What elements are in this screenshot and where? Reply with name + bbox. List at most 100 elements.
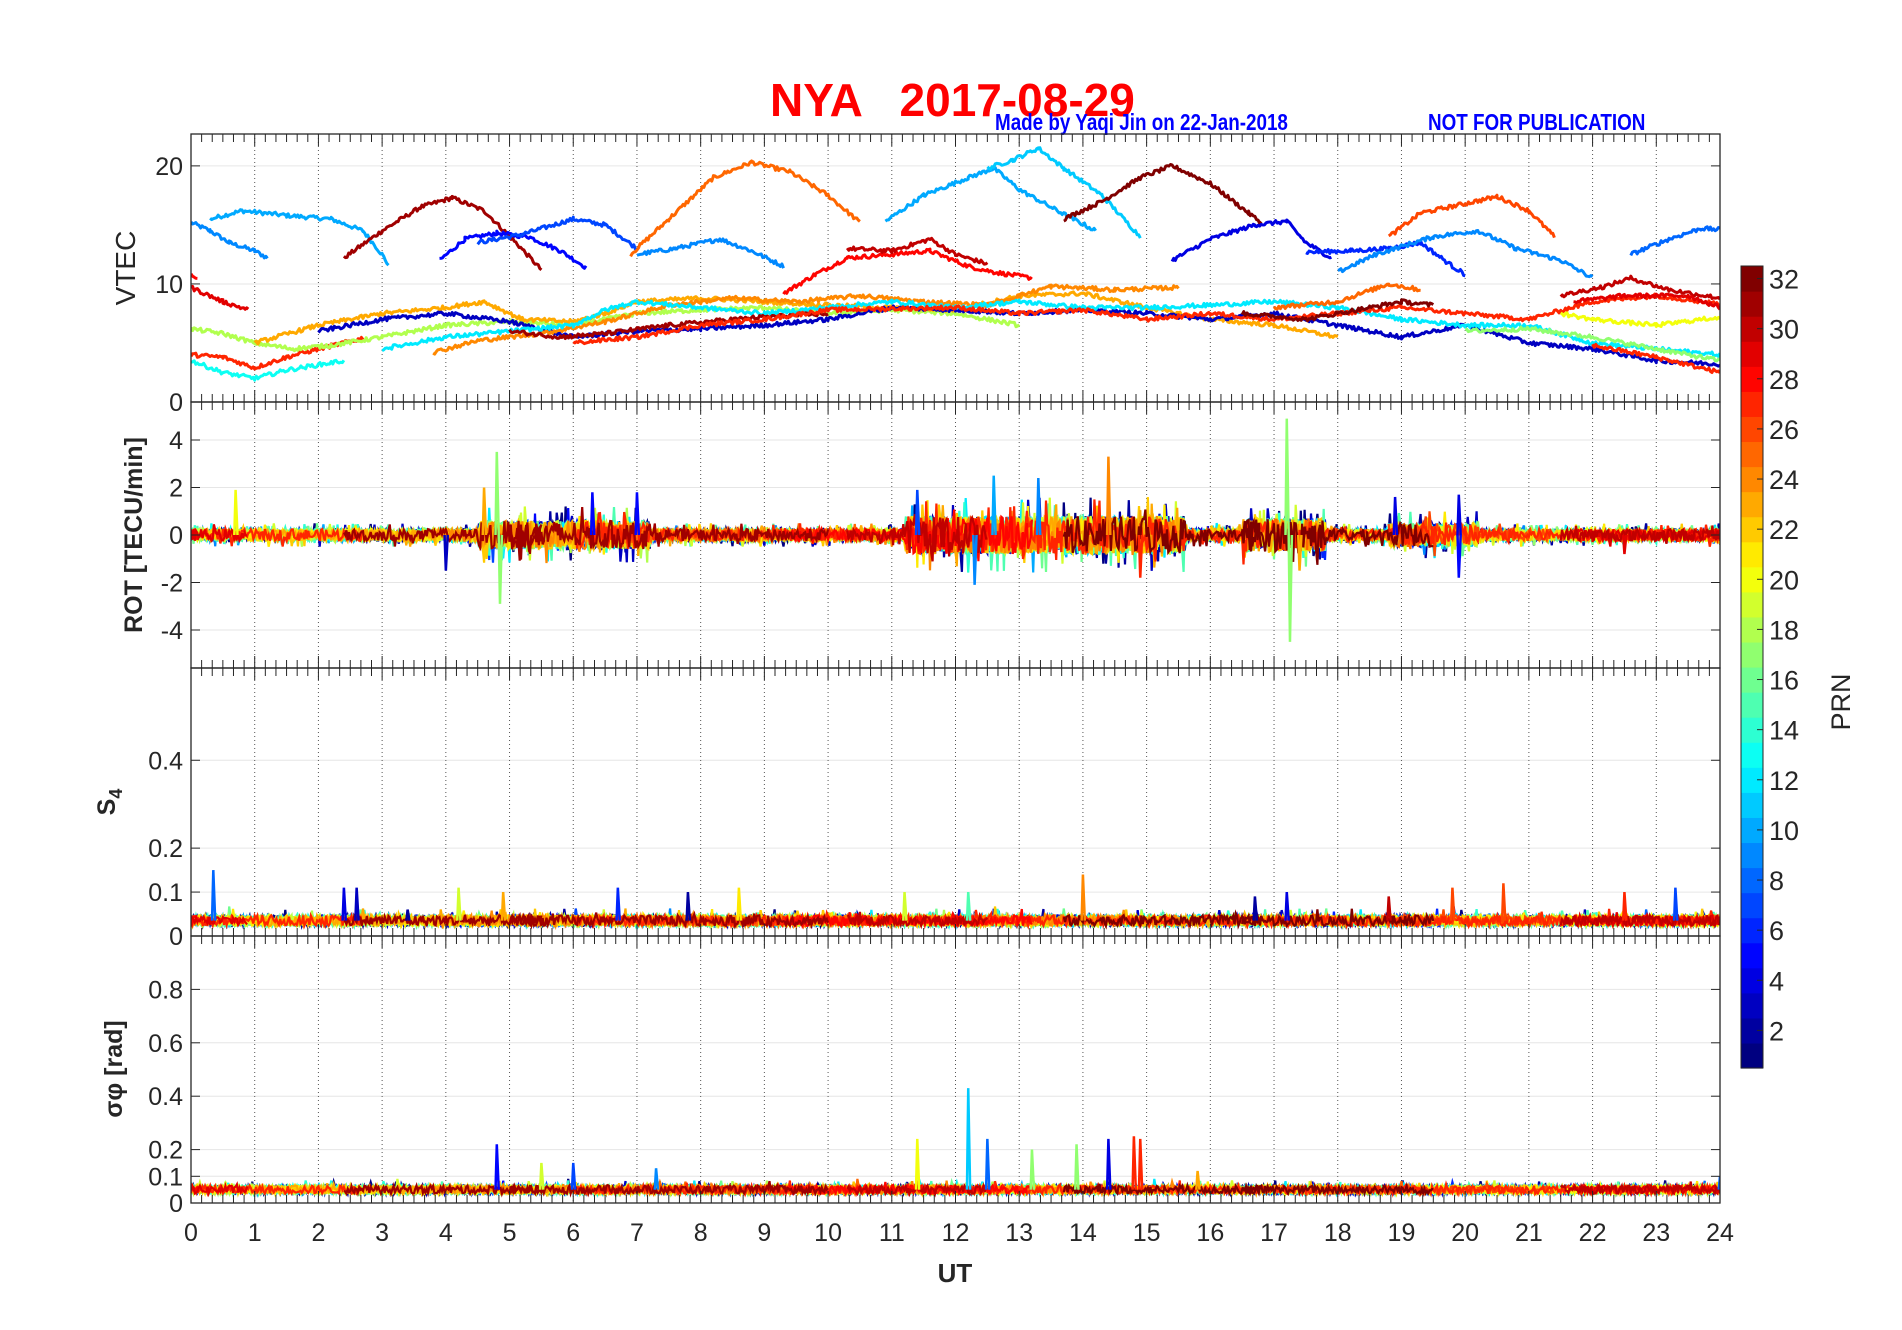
s4-spike-prn-2 xyxy=(685,891,692,921)
colorbar-band xyxy=(1741,767,1763,793)
y-axis-label-sigma_phi: σφ [rad] xyxy=(100,1020,128,1118)
y-tick-label: 0.2 xyxy=(148,1137,183,1165)
sigma_phi-spike-prn-19 xyxy=(538,1162,545,1190)
vtec-line-prn-26 xyxy=(1387,193,1556,239)
colorbar-band xyxy=(1741,591,1763,618)
y-tick-label: 4 xyxy=(169,427,183,455)
sigma_phi-spike-prn-27 xyxy=(1137,1138,1144,1190)
colorbar-band xyxy=(1741,466,1763,493)
panel-s4: 0 0.1 0.2 0.4 S4 xyxy=(93,667,1721,951)
vtec-line-prn-28 xyxy=(191,273,198,280)
y-tick-label: 0.1 xyxy=(148,879,183,907)
panel-sigma_phi: 00.10.2 0.4 0.6 0.8 xyxy=(148,935,1721,1218)
vtec-line-prn-12 xyxy=(381,298,1720,359)
colorbar-frame xyxy=(1740,265,1764,1069)
colorbar-band xyxy=(1741,566,1763,593)
colorbar-band xyxy=(1741,341,1763,367)
sigma_phi-line-prn-32 xyxy=(1062,1181,1262,1198)
y-tick-label: 0.8 xyxy=(148,976,183,1004)
vtec-line-prn-29 xyxy=(1573,292,1720,311)
colorbar-tick-label: 24 xyxy=(1769,465,1799,495)
colorbar-band xyxy=(1741,692,1763,718)
vtec-line-prn-7 xyxy=(476,215,638,251)
s4-spike-prn-4 xyxy=(341,887,348,921)
rot-spike-prn-4 xyxy=(1392,496,1399,536)
colorbar-band xyxy=(1741,391,1763,417)
colorbar-band xyxy=(1741,641,1763,668)
colorbar-band xyxy=(1741,416,1763,443)
x-tick-label: 1 xyxy=(248,1219,262,1247)
vtec-line-prn-11 xyxy=(986,146,1142,239)
colorbar-band xyxy=(1741,867,1763,894)
s4-spike-prn-24 xyxy=(1080,874,1087,921)
y-axis-label-vtec: VTEC xyxy=(110,231,141,306)
rot-line-prn-30 xyxy=(1559,525,1720,545)
s4-spike-prn-3 xyxy=(354,887,360,921)
colorbar-band xyxy=(1741,742,1763,768)
sigma_phi-spike-prn-8 xyxy=(984,1138,991,1190)
colorbar-tick-label: 18 xyxy=(1769,615,1799,645)
sigma_phi-line-prn-30 xyxy=(1559,1181,1720,1197)
y-tick-label: 0 xyxy=(169,522,183,550)
rot-spike-prn-17 xyxy=(1284,418,1290,536)
vtec-line-prn-10 xyxy=(209,208,390,267)
colorbar-band xyxy=(1741,491,1763,518)
vtec-line-prn-9 xyxy=(191,220,269,260)
vtec-line-prn-32 xyxy=(1063,163,1263,225)
x-tick-label: 11 xyxy=(879,1219,905,1247)
y-tick-label: 0 xyxy=(169,389,183,417)
colorbar-band xyxy=(1741,667,1763,693)
s4-line-prn-30 xyxy=(1559,912,1720,930)
colorbar-band xyxy=(1741,817,1763,844)
colorbar-tick-label: 12 xyxy=(1769,766,1799,796)
vtec-line-prn-20 xyxy=(1559,311,1720,328)
rot-spike-prn-9 xyxy=(1035,477,1042,536)
colorbar-tick-label: 6 xyxy=(1769,916,1784,946)
colorbar-band xyxy=(1741,717,1763,743)
colorbar-tick-label: 2 xyxy=(1769,1016,1784,1046)
x-tick-label: 18 xyxy=(1324,1219,1352,1247)
x-tick-label: 21 xyxy=(1515,1219,1543,1247)
vtec-line-prn-4 xyxy=(1170,218,1333,263)
series-group xyxy=(191,418,1720,642)
x-tick-label: 5 xyxy=(503,1219,517,1247)
rot-spike-prn-17 xyxy=(497,534,504,604)
colorbar-band xyxy=(1741,992,1763,1019)
sigma_phi-spike-prn-17 xyxy=(1074,1144,1080,1190)
rot-spike-prn-27 xyxy=(1137,534,1144,578)
colorbar-tick-label: 26 xyxy=(1769,415,1799,445)
colorbar-tick-label: 22 xyxy=(1769,515,1799,545)
x-tick-label: 14 xyxy=(1069,1219,1097,1247)
sigma_phi-spike-prn-7 xyxy=(570,1162,577,1190)
x-tick-label: 17 xyxy=(1260,1219,1288,1247)
vtec-line-prn-27 xyxy=(572,292,1720,346)
notice-text: NOT FOR PUBLICATION xyxy=(1428,110,1645,135)
rot-spike-prn-9 xyxy=(972,534,978,585)
s4-line-prn-30 xyxy=(847,911,989,930)
sigma_phi-line-prn-31 xyxy=(508,1180,829,1198)
rot-line-prn-29 xyxy=(191,524,248,544)
rot-spike-prn-29 xyxy=(1621,534,1628,555)
vtec-line-prn-27 xyxy=(191,335,365,371)
y-tick-label: 20 xyxy=(155,153,183,181)
vtec-line-prn-30 xyxy=(1559,274,1720,301)
x-tick-label: 6 xyxy=(566,1219,580,1247)
x-tick-label: 15 xyxy=(1133,1219,1161,1247)
x-tick-label: 19 xyxy=(1388,1219,1416,1247)
figure-title: NYA 2017-08-29 xyxy=(770,74,1135,126)
rot-spike-prn-17 xyxy=(494,451,500,536)
y-tick-label: 0.1 xyxy=(148,1163,183,1191)
s4-spike-prn-8 xyxy=(210,870,217,921)
colorbar-tick-label: 10 xyxy=(1769,816,1799,846)
x-tick-label: 20 xyxy=(1451,1219,1479,1247)
sigma_phi-line-prn-31 xyxy=(343,1181,543,1198)
colorbar-band xyxy=(1741,516,1763,543)
vtec-line-prn-31 xyxy=(508,310,829,340)
colorbar-tick-label: 16 xyxy=(1769,666,1799,696)
vtec-line-prn-25 xyxy=(1272,282,1421,311)
y-tick-label: 0 xyxy=(169,1190,183,1218)
x-tick-label: 24 xyxy=(1706,1219,1734,1247)
sigma_phi-line-prn-29 xyxy=(191,1181,249,1198)
vtec-line-prn-9 xyxy=(1337,229,1594,279)
